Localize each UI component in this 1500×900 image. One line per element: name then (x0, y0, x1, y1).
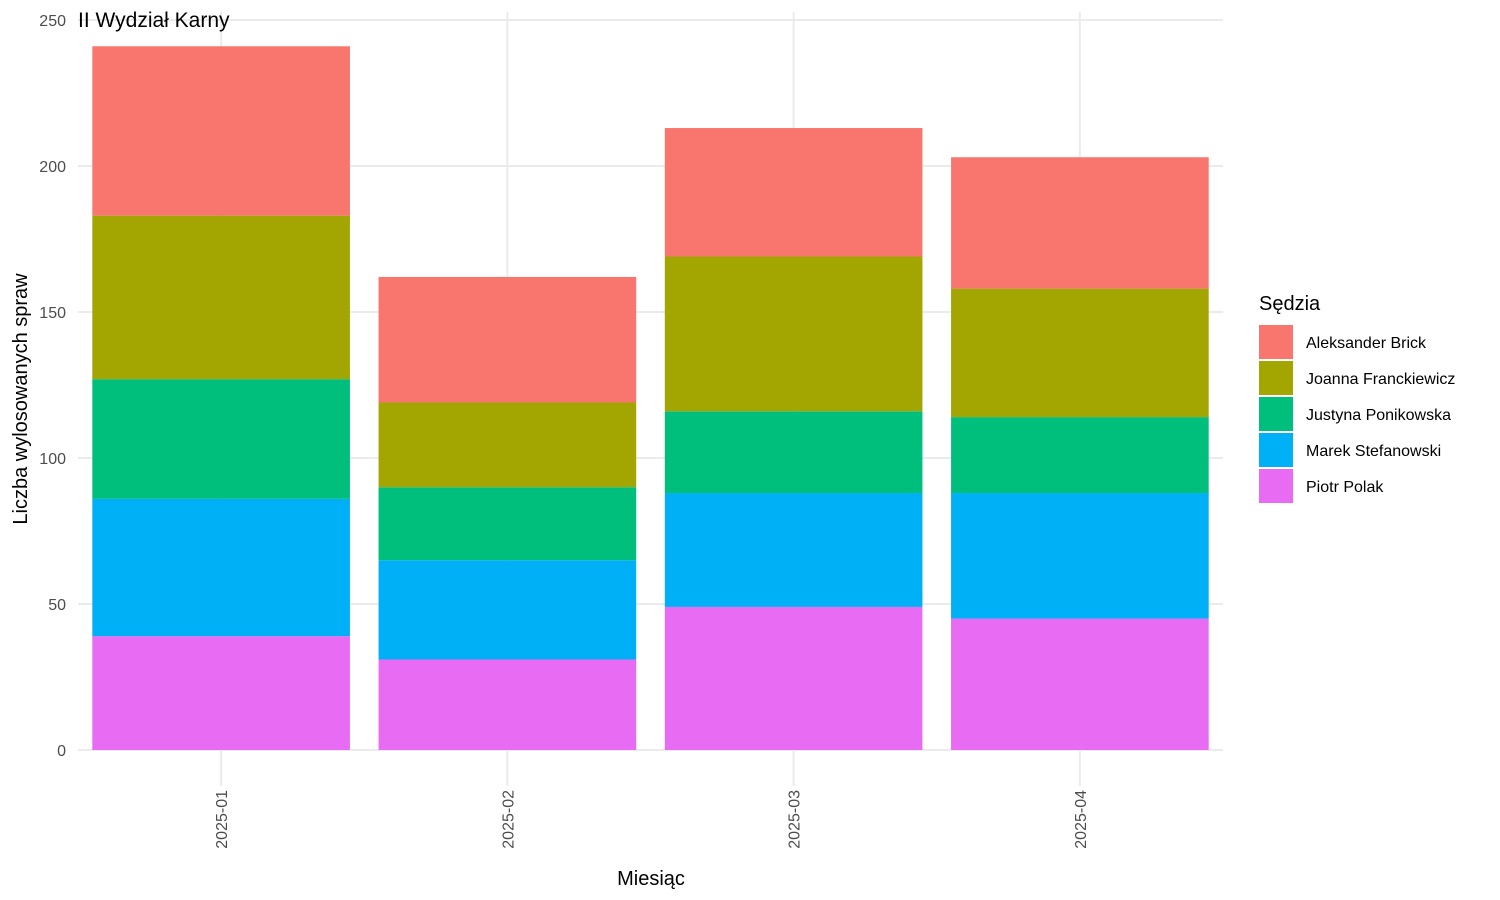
bar-segment (378, 487, 637, 561)
bar-segment (92, 379, 350, 499)
y-tick-label: 100 (39, 451, 66, 468)
chart-title: II Wydział Karny (78, 9, 230, 32)
y-tick-label: 200 (39, 159, 66, 176)
legend-swatch (1259, 361, 1293, 395)
legend-swatch (1259, 469, 1293, 503)
legend: Sędzia Aleksander Brick Joanna Franckiewi… (1259, 293, 1455, 503)
bars (92, 46, 1209, 750)
bar-segment (951, 288, 1209, 418)
legend-swatch (1259, 325, 1293, 359)
bar-segment (664, 256, 923, 412)
bar-segment (92, 636, 350, 750)
x-tick-label: 2025-04 (1073, 790, 1090, 849)
bar-segment (664, 411, 923, 494)
bar-segment (951, 618, 1209, 750)
bar-segment (378, 560, 637, 660)
x-tick-label: 2025-01 (214, 790, 231, 849)
legend-label: Joanna Franckiewicz (1306, 371, 1455, 388)
bar-segment (378, 276, 637, 403)
bar-segment (951, 493, 1209, 619)
bar-segment (378, 659, 637, 750)
y-tick-label: 150 (39, 305, 66, 322)
bar-segment (92, 46, 350, 216)
bar-segment (664, 606, 923, 750)
y-tick-label: 250 (39, 13, 66, 30)
bar-segment (92, 215, 350, 380)
legend-swatch (1259, 397, 1293, 431)
bar-segment (664, 493, 923, 607)
bar-segment (951, 157, 1209, 289)
legend-items: Aleksander Brick Joanna Franckiewicz Justy… (1259, 325, 1455, 503)
legend-label: Aleksander Brick (1306, 335, 1427, 352)
y-tick-label: 0 (57, 743, 66, 760)
x-tick-label: 2025-03 (787, 790, 804, 849)
legend-swatch (1259, 433, 1293, 467)
x-axis-title: Miesiąc (617, 868, 685, 890)
bar-segment (951, 417, 1209, 494)
bar-segment (92, 498, 350, 637)
y-axis-title: Liczba wylosowanych spraw (10, 273, 32, 525)
legend-label: Justyna Ponikowska (1306, 407, 1451, 424)
legend-title: Sędzia (1259, 293, 1321, 315)
legend-label: Marek Stefanowski (1306, 443, 1441, 460)
x-tick-label: 2025-02 (500, 790, 517, 849)
axes: 0 50 100 150 200 250 2025-01 2025-02 2025-03 2025… (39, 13, 1090, 849)
bar-segment (378, 402, 637, 488)
legend-label: Piotr Polak (1306, 479, 1384, 496)
y-tick-label: 50 (48, 597, 66, 614)
bar-segment (664, 128, 923, 257)
